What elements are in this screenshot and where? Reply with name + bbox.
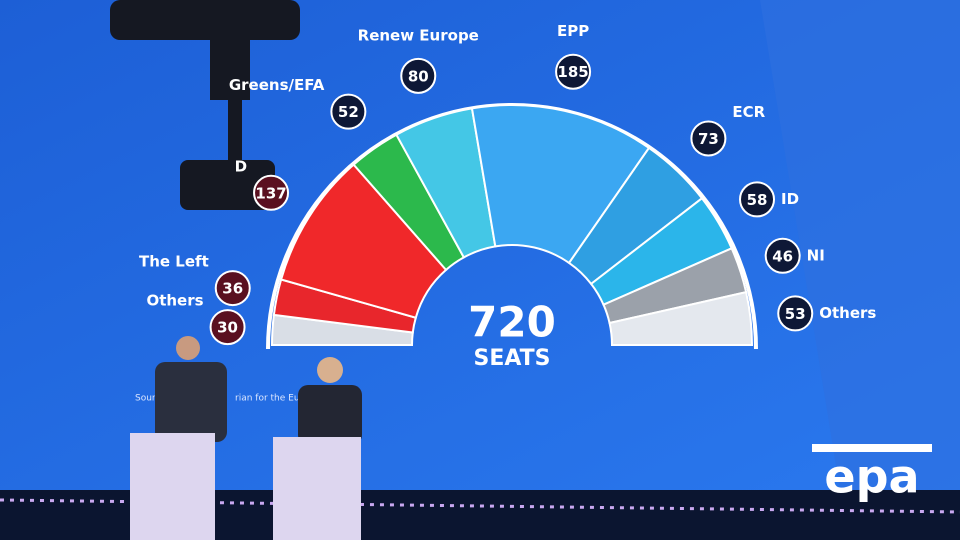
source-text: rian for the Europe — [235, 394, 320, 404]
party-name: NI — [807, 246, 825, 264]
seat-count: 185 — [557, 63, 588, 81]
party-name: D — [235, 157, 247, 175]
logo-bar — [812, 444, 932, 452]
party-name: ID — [781, 190, 799, 208]
seat-segment — [470, 104, 651, 265]
seat-badge — [555, 53, 592, 90]
party-name: Others — [819, 304, 876, 322]
source-text: Sourc — [135, 394, 160, 404]
seat-badge — [764, 237, 801, 274]
seat-badge — [214, 270, 251, 307]
seat-count: 30 — [217, 319, 238, 337]
party-name: Others — [146, 292, 203, 310]
seat-count: 58 — [747, 191, 768, 209]
seat-count: 73 — [698, 130, 719, 148]
logo: epa — [824, 450, 919, 504]
seat-count: 46 — [772, 247, 793, 265]
seat-count: 53 — [785, 305, 806, 323]
seat-badge — [777, 295, 814, 332]
party-name: Renew Europe — [358, 26, 479, 44]
seat-chart: 30 Others 36 The Left 137 D 52 Greens/EFA 80 Rene… — [139, 22, 876, 371]
seat-badge — [253, 174, 290, 211]
party-name: The Left — [139, 253, 209, 271]
screen-panel — [760, 0, 960, 490]
seat-segment — [608, 290, 754, 346]
camera-crane — [110, 0, 300, 210]
seat-badge — [400, 57, 437, 94]
total-seats: 720 — [468, 298, 556, 347]
seat-count: 137 — [255, 184, 286, 202]
seat-count: 80 — [408, 67, 429, 85]
party-name: EPP — [557, 22, 589, 40]
party-name: Greens/EFA — [229, 76, 325, 94]
seat-badge — [690, 120, 727, 157]
seat-count: 36 — [222, 280, 243, 298]
party-name: ECR — [732, 103, 765, 121]
seat-count: 52 — [338, 103, 359, 121]
presenters — [130, 336, 362, 540]
seat-badge — [330, 93, 367, 130]
total-label: SEATS — [473, 346, 550, 371]
seat-badge — [739, 181, 776, 218]
seat-badge — [209, 309, 246, 346]
